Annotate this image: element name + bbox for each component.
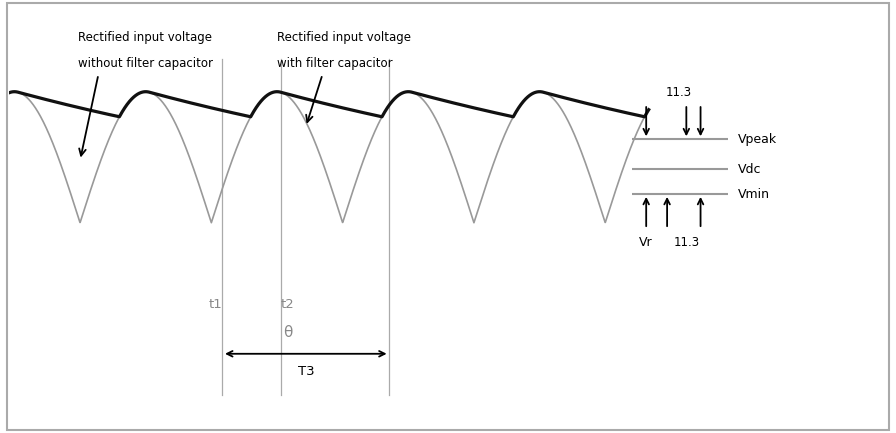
Text: θ: θ [283, 325, 292, 340]
Text: Vdc: Vdc [738, 162, 762, 175]
Text: t2: t2 [280, 297, 294, 310]
Text: t1: t1 [209, 297, 222, 310]
Text: Vmin: Vmin [738, 187, 771, 200]
Text: 11.3: 11.3 [674, 236, 701, 249]
Text: without filter capacitor: without filter capacitor [78, 58, 212, 71]
Text: Vr: Vr [640, 236, 653, 249]
Text: Rectified input voltage: Rectified input voltage [78, 31, 211, 44]
Text: T3: T3 [297, 365, 314, 378]
Text: with filter capacitor: with filter capacitor [277, 58, 392, 71]
Text: 11.3: 11.3 [666, 86, 692, 99]
Text: Vpeak: Vpeak [738, 132, 778, 145]
Text: Rectified input voltage: Rectified input voltage [277, 31, 410, 44]
